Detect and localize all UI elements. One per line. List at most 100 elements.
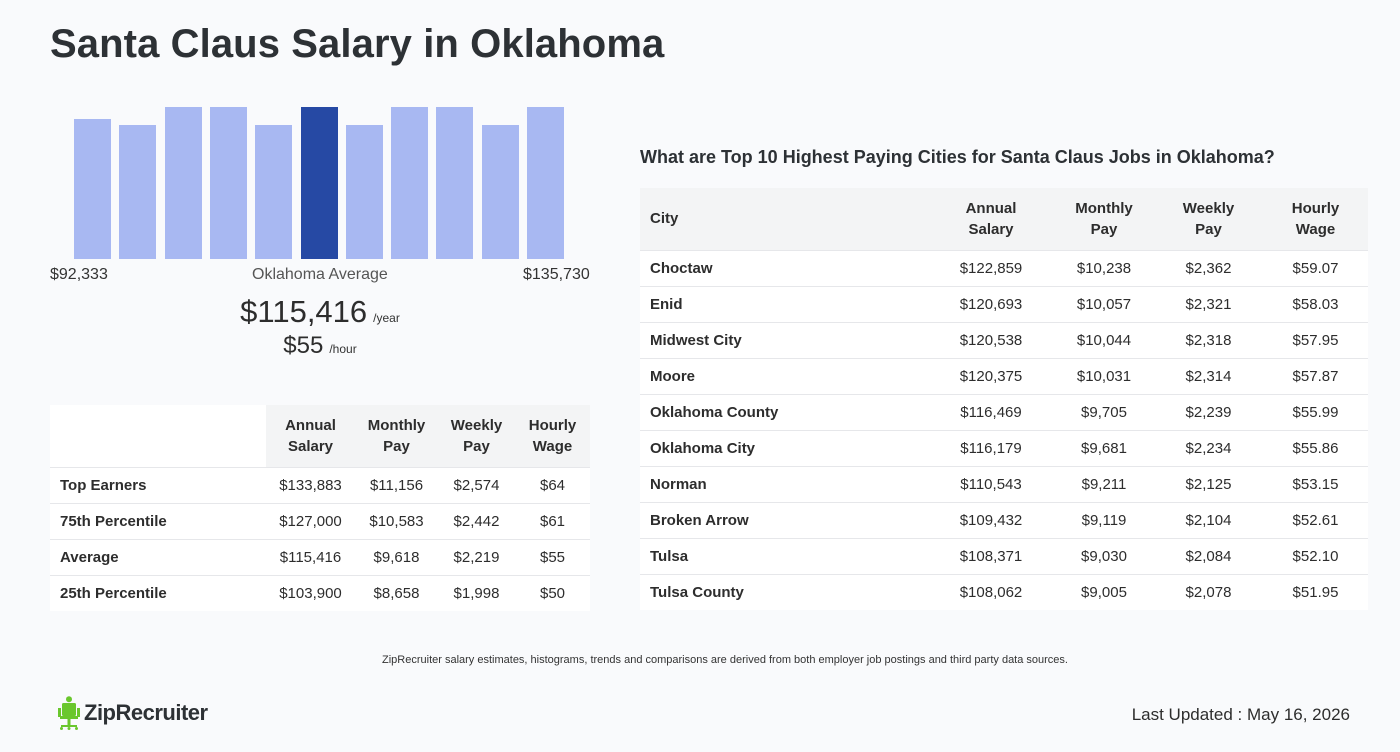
cell-monthly-pay: $10,044 <box>1054 321 1154 358</box>
cell-hourly-wage: $52.61 <box>1263 501 1368 538</box>
histogram-bar <box>209 107 247 259</box>
ziprecruiter-logo[interactable]: ZipRecruiter <box>58 696 208 730</box>
cell-annual-salary: $109,432 <box>928 501 1054 538</box>
cell-monthly-pay: $10,031 <box>1054 357 1154 394</box>
row-label: 25th Percentile <box>50 574 266 611</box>
cell-weekly-pay: $2,442 <box>438 502 515 539</box>
cell-city: Moore <box>640 357 928 394</box>
cell-weekly-pay: $2,362 <box>1154 249 1263 286</box>
cities-table: City Annual Salary Monthly Pay Weekly Pay H… <box>640 188 1368 610</box>
logo-text: ZipRecruiter <box>84 700 208 725</box>
histogram-bar <box>255 125 293 259</box>
cell-monthly-pay: $11,156 <box>355 466 438 503</box>
cell-hourly-wage: $55.99 <box>1263 393 1368 430</box>
row-label: Top Earners <box>50 466 266 503</box>
cell-weekly-pay: $2,219 <box>438 538 515 575</box>
cell-annual-salary: $127,000 <box>266 502 355 539</box>
last-updated: Last Updated : May 16, 2026 <box>1131 705 1350 724</box>
histogram-bar <box>436 107 474 259</box>
header-weekly-pay: Weekly Pay <box>438 405 515 467</box>
row-label: 75th Percentile <box>50 502 266 539</box>
cell-annual-salary: $116,179 <box>928 429 1054 466</box>
cell-monthly-pay: $10,057 <box>1054 285 1154 322</box>
salary-histogram <box>74 100 574 259</box>
table-row: Oklahoma City $116,179 $9,681 $2,234 $55.86 <box>640 429 1368 466</box>
cell-weekly-pay: $2,078 <box>1154 573 1263 610</box>
cell-city: Tulsa County <box>640 573 928 610</box>
cell-hourly-wage: $53.15 <box>1263 465 1368 502</box>
cell-weekly-pay: $2,314 <box>1154 357 1263 394</box>
histogram-min-label: $92,333 <box>50 266 108 283</box>
cell-weekly-pay: $2,084 <box>1154 537 1263 574</box>
cell-monthly-pay: $9,005 <box>1054 573 1154 610</box>
annual-salary-display: $115,416/year <box>0 294 640 330</box>
header-monthly-pay: Monthly Pay <box>355 405 438 467</box>
cell-city: Choctaw <box>640 249 928 286</box>
cell-hourly-wage: $64 <box>515 466 590 503</box>
histogram-bar <box>345 125 383 259</box>
header-monthly-pay: Monthly Pay <box>1054 188 1154 250</box>
table-row: Choctaw $122,859 $10,238 $2,362 $59.07 <box>640 249 1368 286</box>
cell-monthly-pay: $9,681 <box>1054 429 1154 466</box>
cell-monthly-pay: $8,658 <box>355 574 438 611</box>
hourly-wage-unit: /hour <box>329 342 357 356</box>
row-label: Average <box>50 538 266 575</box>
cell-hourly-wage: $52.10 <box>1263 537 1368 574</box>
annual-salary-unit: /year <box>373 311 400 325</box>
cities-table-header: City Annual Salary Monthly Pay Weekly Pay H… <box>640 188 1368 250</box>
cell-city: Oklahoma City <box>640 429 928 466</box>
percentile-table-header: Annual Salary Monthly Pay Weekly Pay Hourly… <box>50 405 590 467</box>
cell-annual-salary: $120,538 <box>928 321 1054 358</box>
table-row: Top Earners $133,883 $11,156 $2,574 $64 <box>50 466 590 503</box>
header-annual-salary: Annual Salary <box>266 405 355 467</box>
cell-monthly-pay: $10,583 <box>355 502 438 539</box>
header-hourly-wage: Hourly Wage <box>1263 188 1368 250</box>
cell-weekly-pay: $2,574 <box>438 466 515 503</box>
cell-weekly-pay: $2,234 <box>1154 429 1263 466</box>
cities-section-title: What are Top 10 Highest Paying Cities fo… <box>640 147 1275 167</box>
cell-monthly-pay: $9,618 <box>355 538 438 575</box>
cell-monthly-pay: $9,211 <box>1054 465 1154 502</box>
histogram-average-label: Oklahoma Average <box>252 266 388 283</box>
footnote: ZipRecruiter salary estimates, histogram… <box>382 654 1068 666</box>
cell-hourly-wage: $57.95 <box>1263 321 1368 358</box>
cell-city: Tulsa <box>640 537 928 574</box>
table-row: Oklahoma County $116,469 $9,705 $2,239 $55.9… <box>640 393 1368 430</box>
header-city: City <box>640 188 928 250</box>
cell-annual-salary: $120,693 <box>928 285 1054 322</box>
table-row: Average $115,416 $9,618 $2,219 $55 <box>50 538 590 575</box>
ziprecruiter-chair-icon <box>58 696 80 730</box>
cell-annual-salary: $103,900 <box>266 574 355 611</box>
histogram-bar <box>300 107 338 259</box>
table-row: Enid $120,693 $10,057 $2,321 $58.03 <box>640 285 1368 322</box>
cell-weekly-pay: $2,104 <box>1154 501 1263 538</box>
table-row: Midwest City $120,538 $10,044 $2,318 $57.95 <box>640 321 1368 358</box>
histogram-bar <box>391 107 429 259</box>
header-blank <box>50 405 266 467</box>
cell-hourly-wage: $61 <box>515 502 590 539</box>
cell-hourly-wage: $51.95 <box>1263 573 1368 610</box>
cell-annual-salary: $120,375 <box>928 357 1054 394</box>
cell-annual-salary: $115,416 <box>266 538 355 575</box>
header-hourly-wage: Hourly Wage <box>515 405 590 467</box>
table-row: Broken Arrow $109,432 $9,119 $2,104 $52.61 <box>640 501 1368 538</box>
cell-hourly-wage: $59.07 <box>1263 249 1368 286</box>
annual-salary-amount: $115,416 <box>240 294 368 329</box>
hourly-wage-display: $55/hour <box>0 332 640 360</box>
histogram-bar <box>74 119 111 259</box>
table-row: Tulsa $108,371 $9,030 $2,084 $52.10 <box>640 537 1368 574</box>
cell-weekly-pay: $2,321 <box>1154 285 1263 322</box>
table-row: Moore $120,375 $10,031 $2,314 $57.87 <box>640 357 1368 394</box>
histogram-bar <box>527 107 564 259</box>
hourly-wage-amount: $55 <box>283 332 324 359</box>
cell-annual-salary: $110,543 <box>928 465 1054 502</box>
cell-city: Oklahoma County <box>640 393 928 430</box>
cell-weekly-pay: $2,318 <box>1154 321 1263 358</box>
percentile-table: Annual Salary Monthly Pay Weekly Pay Hourly… <box>50 405 590 611</box>
cell-monthly-pay: $10,238 <box>1054 249 1154 286</box>
cell-hourly-wage: $50 <box>515 574 590 611</box>
cell-annual-salary: $108,062 <box>928 573 1054 610</box>
page-title: Santa Claus Salary in Oklahoma <box>50 22 665 66</box>
table-row: Norman $110,543 $9,211 $2,125 $53.15 <box>640 465 1368 502</box>
histogram-bar <box>119 125 157 259</box>
